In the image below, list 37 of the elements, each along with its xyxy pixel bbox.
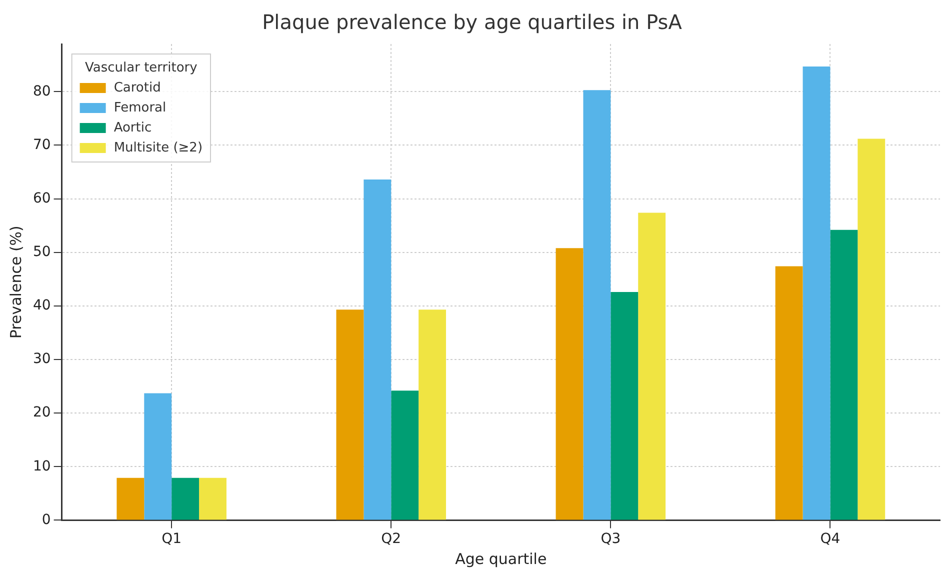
bar <box>172 478 200 520</box>
bar <box>364 180 392 520</box>
legend-label: Femoral <box>114 100 166 116</box>
bar <box>583 90 611 520</box>
y-tick-label: 70 <box>32 136 51 153</box>
bar <box>199 478 226 520</box>
y-tick-label: 80 <box>32 83 51 100</box>
bar <box>802 66 830 520</box>
x-axis-title: Age quartile <box>455 550 547 568</box>
y-tick-label: 0 <box>42 512 51 528</box>
y-tick-label: 60 <box>32 190 51 206</box>
x-tick-label: Q1 <box>162 531 182 548</box>
bar <box>610 292 638 520</box>
legend-title: Vascular territory <box>85 60 198 76</box>
bar <box>638 212 666 520</box>
y-tick-label: 10 <box>32 458 51 474</box>
bar <box>858 138 886 520</box>
y-tick-label: 30 <box>32 351 51 368</box>
x-tick-label: Q4 <box>820 531 840 548</box>
chart-title: Plaque prevalence by age quartiles in PsA <box>262 10 682 34</box>
y-tick-label: 40 <box>32 298 51 314</box>
legend-label: Carotid <box>114 80 161 96</box>
y-tick-label: 50 <box>32 244 51 260</box>
bar <box>116 478 144 520</box>
x-tick-label: Q2 <box>381 531 402 548</box>
bar <box>144 393 172 520</box>
bar <box>418 310 446 520</box>
legend-label: Aortic <box>114 120 152 136</box>
bar <box>830 230 858 520</box>
y-axis-title: Prevalence (%) <box>6 226 25 339</box>
legend-label: Multisite (≥2) <box>114 140 203 156</box>
y-tick-label: 20 <box>32 404 51 421</box>
bar <box>556 248 584 520</box>
bar <box>391 390 419 520</box>
bar <box>775 266 803 520</box>
bar <box>336 310 364 520</box>
x-tick-label: Q3 <box>600 531 621 548</box>
